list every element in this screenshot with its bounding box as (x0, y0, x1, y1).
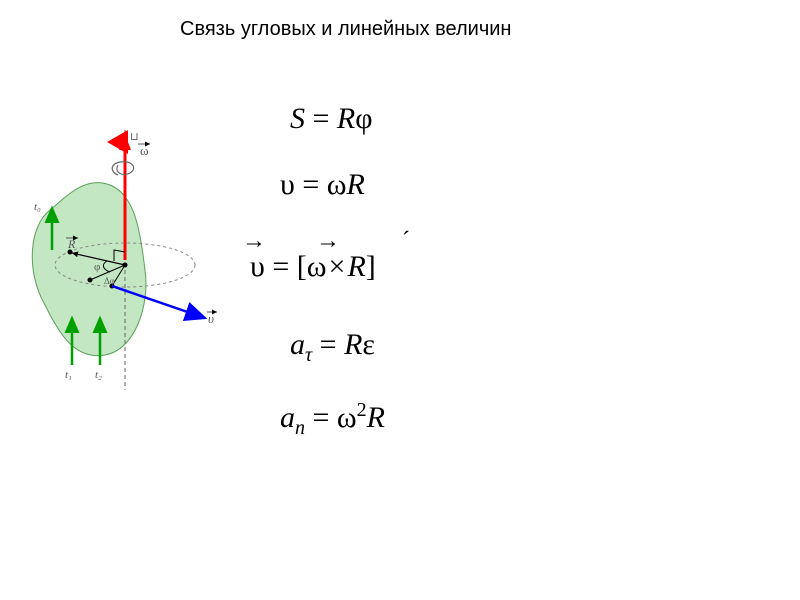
f2-rb: R (347, 168, 365, 201)
f1-lhs: S (290, 102, 305, 135)
point-2 (88, 278, 93, 283)
label-t1: t₁ (65, 369, 72, 381)
f5-rb: R (367, 401, 385, 434)
f4-eq: = (312, 328, 344, 361)
f5-ra: ω (337, 401, 357, 434)
label-R: R (67, 237, 76, 251)
label-t2: t₂ (95, 369, 102, 381)
f1-ra: R (337, 102, 355, 135)
rotation-spiral (112, 162, 133, 175)
f3-b: R (347, 250, 365, 283)
label-omega: ω (140, 143, 149, 158)
f5-lhs: a (280, 401, 295, 434)
f1-rb: φ (355, 102, 372, 135)
label-t0: t₀ (34, 201, 41, 213)
f4-lhs: a (290, 328, 305, 361)
f1-eq: = (305, 102, 337, 135)
vec-arrow-1: → (242, 228, 266, 255)
formula-tangential-accel: aτ = Rε (290, 328, 610, 367)
vec-arrow-2: → (316, 228, 340, 255)
f3-close: ] (366, 250, 376, 283)
label-phi: φ (94, 261, 100, 273)
formula-linear-velocity: υ = ωR (280, 168, 610, 202)
label-dphi: Δφ (104, 276, 115, 286)
rotation-diagram: t₀ t₁ t₂ R φ Δφ ω ⊔ υ (10, 120, 240, 400)
f2-ra: ω (327, 168, 347, 201)
f3-eq: = [ (265, 250, 307, 283)
formula-cross-product: → → ´ υ = [ω×R] (250, 250, 610, 284)
f5-eq: = (305, 401, 337, 434)
label-omega-box: ⊔ (130, 131, 139, 143)
formulas-block: S = Rφ υ = ωR → → ´ υ = [ω×R] aτ = Rε an… (250, 70, 610, 472)
label-v: υ (208, 311, 214, 326)
formula-arc-length: S = Rφ (290, 102, 610, 136)
f2-lhs: υ (280, 168, 295, 201)
rigid-body-blob (32, 183, 146, 356)
vec-prime: ´ (402, 228, 410, 255)
formula-normal-accel: an = ω2R (280, 399, 610, 440)
f4-rb: ε (362, 328, 375, 361)
f5-sub: n (295, 417, 305, 439)
f2-eq: = (295, 168, 327, 201)
page-title: Связь угловых и линейных величин (180, 18, 511, 41)
f5-sup: 2 (357, 399, 367, 421)
f4-ra: R (344, 328, 362, 361)
